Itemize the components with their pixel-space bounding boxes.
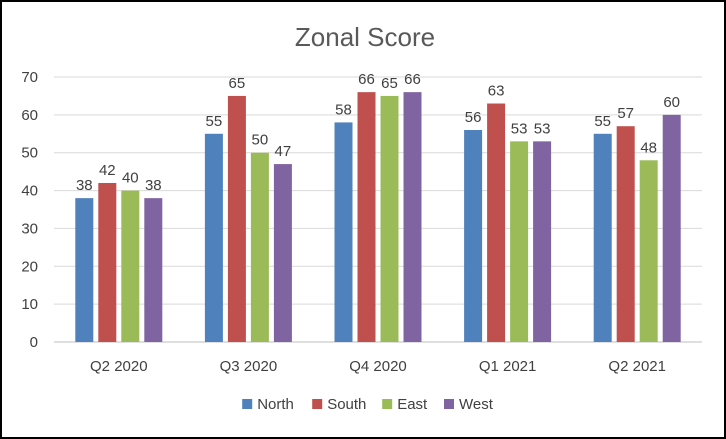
data-label: 66 <box>358 71 375 88</box>
data-label: 65 <box>229 75 246 92</box>
x-tick-label: Q4 2020 <box>349 358 407 375</box>
data-label: 65 <box>381 75 398 92</box>
legend-swatch-north <box>242 399 253 409</box>
bar-south <box>616 126 635 342</box>
data-label: 50 <box>252 132 269 149</box>
data-label: 60 <box>663 94 680 111</box>
y-tick-label: 70 <box>21 69 38 86</box>
legend-label-south: South <box>327 396 366 413</box>
bar-west <box>273 164 292 342</box>
bar-south <box>487 103 506 342</box>
legend-label-west: West <box>459 396 494 413</box>
legend-swatch-west <box>444 399 454 409</box>
bar-west <box>533 141 552 342</box>
legend-label-east: East <box>397 396 428 413</box>
y-tick-label: 50 <box>21 145 38 162</box>
data-label: 38 <box>145 177 162 194</box>
data-label: 40 <box>122 170 139 187</box>
chart-title: Zonal Score <box>295 22 435 52</box>
data-label: 42 <box>99 162 116 179</box>
data-labels: 38 42 40 38 55 65 50 47 58 66 65 66 56 63 53 53 55 57 48 60 <box>76 71 680 194</box>
x-tick-label: Q1 2021 <box>479 358 537 375</box>
legend-swatch-south <box>312 399 323 409</box>
data-label: 63 <box>488 83 505 100</box>
bar-east <box>250 152 269 342</box>
bar-east <box>510 141 529 342</box>
data-label: 53 <box>534 120 551 137</box>
bars <box>75 92 681 343</box>
data-label: 55 <box>594 113 611 130</box>
data-label: 58 <box>335 101 352 118</box>
bar-west <box>403 92 422 343</box>
data-label: 56 <box>465 109 482 126</box>
data-label: 66 <box>404 71 421 88</box>
y-axis-ticks: 0 10 20 30 40 50 60 70 <box>21 69 38 351</box>
x-axis-ticks: Q2 2020 Q3 2020 Q4 2020 Q1 2021 Q2 2021 <box>90 358 666 375</box>
x-tick-label: Q2 2021 <box>608 358 666 375</box>
data-label: 55 <box>206 113 223 130</box>
y-tick-label: 20 <box>21 258 38 275</box>
y-tick-label: 0 <box>30 334 38 351</box>
y-tick-label: 60 <box>21 107 38 124</box>
legend-label-north: North <box>257 396 294 413</box>
bar-north <box>464 130 483 342</box>
y-tick-label: 30 <box>21 220 38 237</box>
bar-east <box>639 160 658 342</box>
bar-south <box>227 95 246 342</box>
y-tick-label: 40 <box>21 183 38 200</box>
bar-east <box>121 190 140 342</box>
bar-north <box>75 198 94 342</box>
data-label: 57 <box>617 105 634 122</box>
bar-south <box>357 92 376 343</box>
legend: North South East West <box>242 396 494 413</box>
bar-west <box>662 114 681 342</box>
bar-east <box>380 95 399 342</box>
data-label: 47 <box>275 143 292 160</box>
bar-north <box>334 122 353 342</box>
bar-north <box>593 133 612 342</box>
data-label: 38 <box>76 177 93 194</box>
y-tick-label: 10 <box>21 296 38 313</box>
bar-north <box>204 133 223 342</box>
x-tick-label: Q3 2020 <box>220 358 278 375</box>
bar-west <box>144 198 163 342</box>
x-tick-label: Q2 2020 <box>90 358 148 375</box>
legend-swatch-east <box>382 399 393 409</box>
bar-south <box>98 183 117 342</box>
data-label: 48 <box>640 139 657 156</box>
data-label: 53 <box>511 120 528 137</box>
